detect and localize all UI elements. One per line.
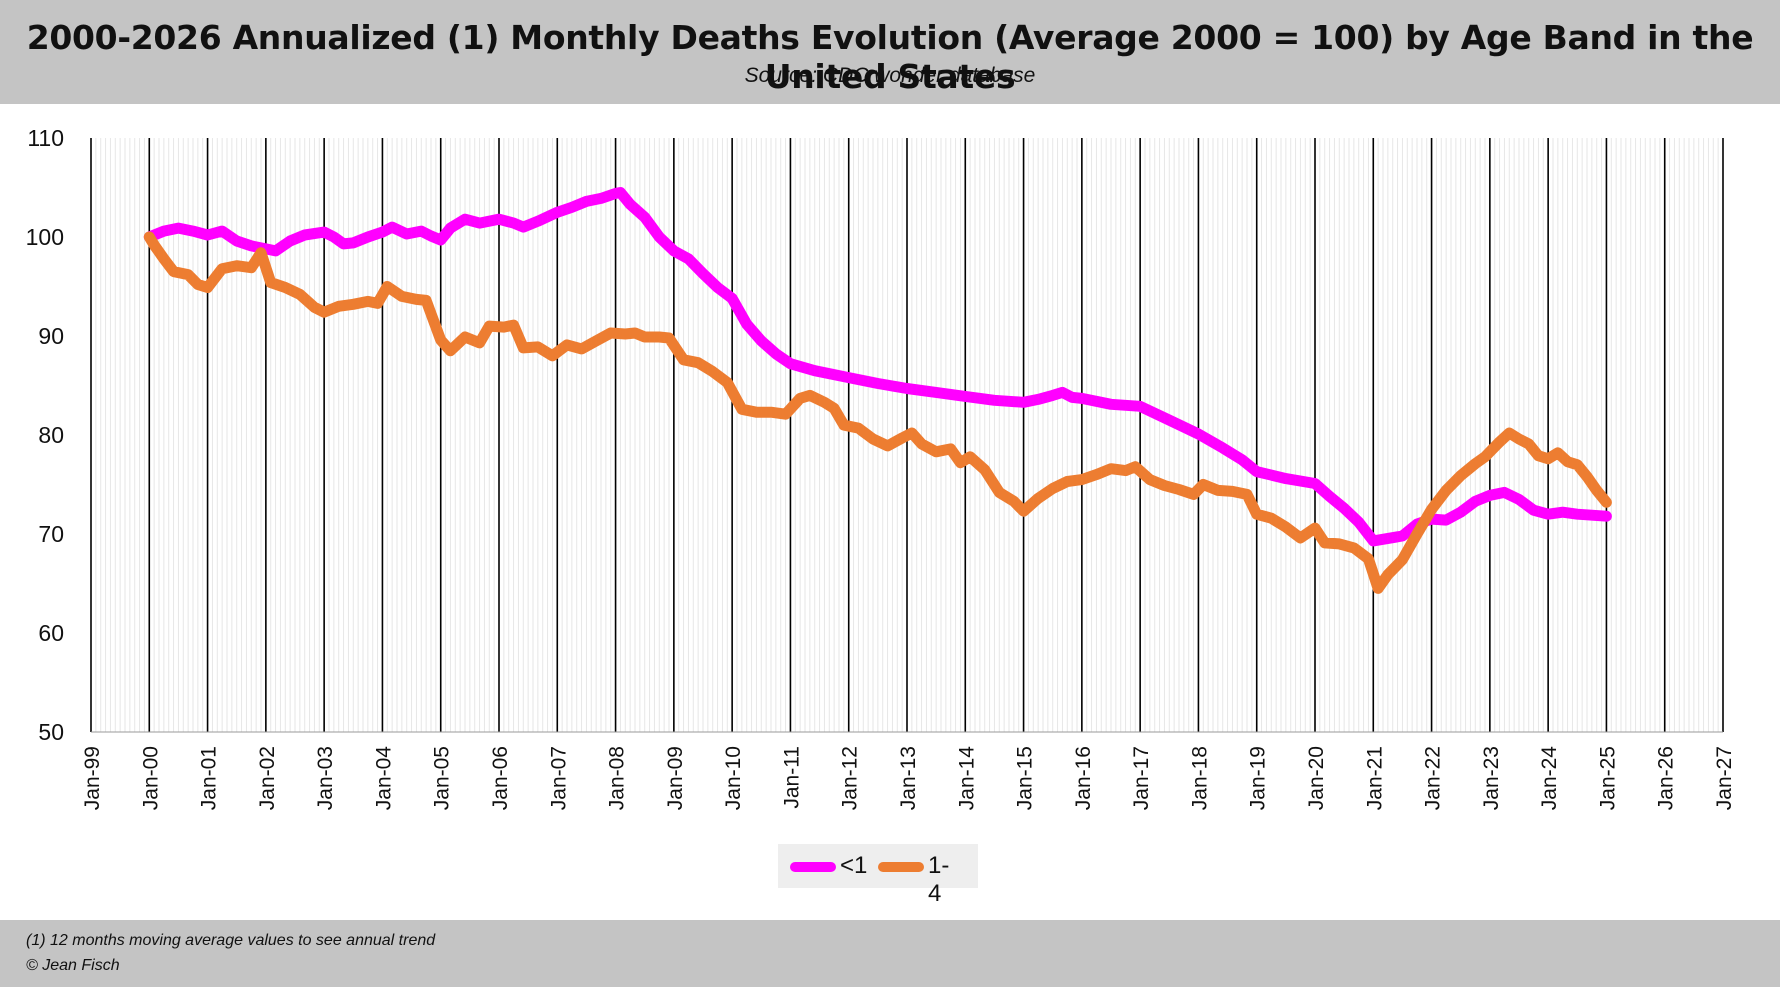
footnote: (1) 12 months moving average values to s… bbox=[26, 932, 436, 949]
x-tick-label: Jan-07 bbox=[547, 746, 570, 810]
y-tick-label: 100 bbox=[26, 224, 64, 250]
legend-label-under-1: <1 bbox=[840, 852, 868, 879]
x-tick-label: Jan-08 bbox=[606, 746, 629, 810]
y-tick-label: 70 bbox=[38, 521, 64, 547]
x-tick-label: Jan-23 bbox=[1480, 746, 1503, 810]
y-tick-label: 110 bbox=[27, 125, 64, 151]
x-tick-label: Jan-21 bbox=[1363, 746, 1386, 810]
series-line-under-1 bbox=[143, 187, 1612, 547]
x-tick-label: Jan-05 bbox=[431, 746, 454, 810]
x-tick-label: Jan-20 bbox=[1305, 746, 1328, 810]
x-tick-label: Jan-17 bbox=[1130, 746, 1153, 810]
legend-label-1-4: 1-4 bbox=[928, 852, 950, 907]
x-tick-label: Jan-09 bbox=[664, 746, 687, 810]
x-tick-label: Jan-06 bbox=[489, 746, 512, 810]
legend-swatch-under-1 bbox=[790, 862, 836, 872]
y-tick-label: 60 bbox=[38, 620, 64, 646]
copyright-notice: © Jean Fisch bbox=[26, 957, 120, 974]
x-tick-label: Jan-24 bbox=[1538, 746, 1561, 811]
x-tick-label: Jan-26 bbox=[1655, 746, 1678, 810]
x-tick-label: Jan-12 bbox=[839, 746, 862, 810]
x-tick-label: Jan-01 bbox=[198, 746, 221, 810]
chart-header: 2000-2026 Annualized (1) Monthly Deaths … bbox=[0, 0, 1780, 104]
x-tick-label: Jan-10 bbox=[722, 746, 745, 810]
x-tick-label: Jan-99 bbox=[81, 746, 104, 810]
y-tick-label: 80 bbox=[38, 422, 64, 448]
legend-swatch-1-4 bbox=[878, 862, 924, 872]
chart-legend: <1 1-4 bbox=[778, 844, 978, 907]
y-tick-label: 90 bbox=[38, 323, 64, 349]
x-tick-label: Jan-15 bbox=[1014, 746, 1037, 810]
x-tick-label: Jan-00 bbox=[139, 746, 162, 810]
x-tick-label: Jan-19 bbox=[1247, 746, 1270, 810]
x-tick-label: Jan-03 bbox=[314, 746, 337, 810]
x-tick-label: Jan-16 bbox=[1072, 746, 1095, 810]
x-tick-label: Jan-13 bbox=[897, 746, 920, 810]
x-tick-label: Jan-22 bbox=[1422, 746, 1445, 810]
chart-footer: (1) 12 months moving average values to s… bbox=[0, 920, 1780, 987]
x-tick-label: Jan-25 bbox=[1596, 746, 1619, 810]
x-tick-label: Jan-14 bbox=[955, 746, 978, 811]
y-tick-label: 50 bbox=[38, 719, 64, 745]
x-tick-label: Jan-27 bbox=[1713, 746, 1736, 810]
x-tick-label: Jan-04 bbox=[372, 746, 395, 811]
x-tick-label: Jan-11 bbox=[780, 746, 803, 809]
chart-title: 2000-2026 Annualized (1) Monthly Deaths … bbox=[26, 18, 1754, 96]
x-tick-label: Jan-18 bbox=[1188, 746, 1211, 810]
line-chart: Jan-99 Jan-00 Jan-01 Jan-02 Jan-03 Jan-04 Jan-… bbox=[26, 125, 1736, 811]
chart-subtitle: Source: CDC wonder database bbox=[744, 64, 1036, 87]
series-line-1-4 bbox=[143, 231, 1612, 594]
x-tick-label: Jan-02 bbox=[256, 746, 279, 810]
